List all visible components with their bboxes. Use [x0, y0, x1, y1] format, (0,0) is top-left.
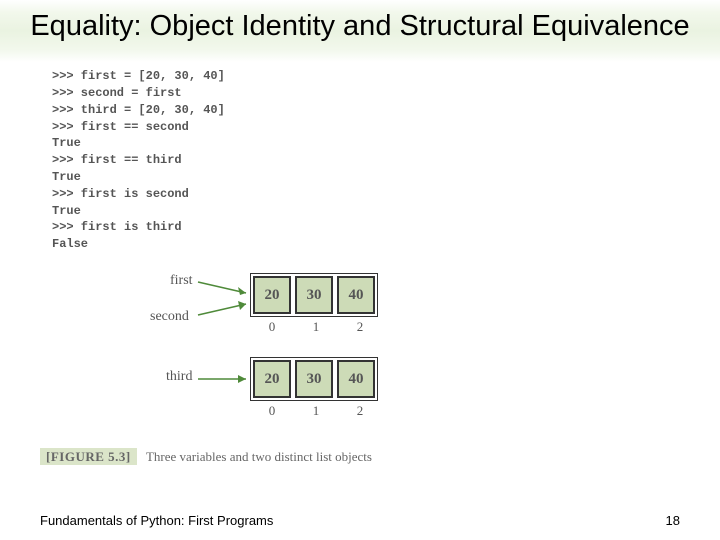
label-third: third — [166, 369, 192, 385]
label-first: first — [170, 273, 193, 289]
list-bottom: 20 30 40 — [250, 357, 378, 401]
list-top-idx-2: 2 — [338, 319, 382, 335]
list-bottom-idx-2: 2 — [338, 403, 382, 419]
arrow-third-icon — [198, 373, 258, 387]
list-bottom-idx-0: 0 — [250, 403, 294, 419]
figure-caption: [FIGURE 5.3] Three variables and two dis… — [40, 449, 372, 465]
page-number: 18 — [666, 513, 680, 528]
list-top-cell-0: 20 — [253, 276, 291, 314]
arrow-second-icon — [198, 301, 258, 321]
list-top-cell-1: 30 — [295, 276, 333, 314]
figure-caption-tag: [FIGURE 5.3] — [40, 448, 137, 465]
list-bottom-idx-1: 1 — [294, 403, 338, 419]
code-block: >>> first = [20, 30, 40] >>> second = fi… — [40, 62, 680, 259]
list-bottom-cell-2: 40 — [337, 360, 375, 398]
list-top-cell-2: 40 — [337, 276, 375, 314]
list-bottom-indices: 0 1 2 — [250, 403, 382, 419]
list-top: 20 30 40 — [250, 273, 378, 317]
list-bottom-cell-0: 20 — [253, 360, 291, 398]
slide-title: Equality: Object Identity and Structural… — [20, 8, 700, 44]
figure-caption-text: Three variables and two distinct list ob… — [146, 449, 372, 464]
list-top-indices: 0 1 2 — [250, 319, 382, 335]
list-bottom-cell-1: 30 — [295, 360, 333, 398]
footer-left: Fundamentals of Python: First Programs — [40, 513, 273, 528]
list-top-idx-0: 0 — [250, 319, 294, 335]
list-top-idx-1: 1 — [294, 319, 338, 335]
arrow-first-icon — [198, 279, 258, 299]
title-block: Equality: Object Identity and Structural… — [0, 0, 720, 62]
label-second: second — [150, 309, 189, 325]
figure-area: first second 20 30 40 0 1 2 third 20 30 … — [40, 271, 680, 491]
